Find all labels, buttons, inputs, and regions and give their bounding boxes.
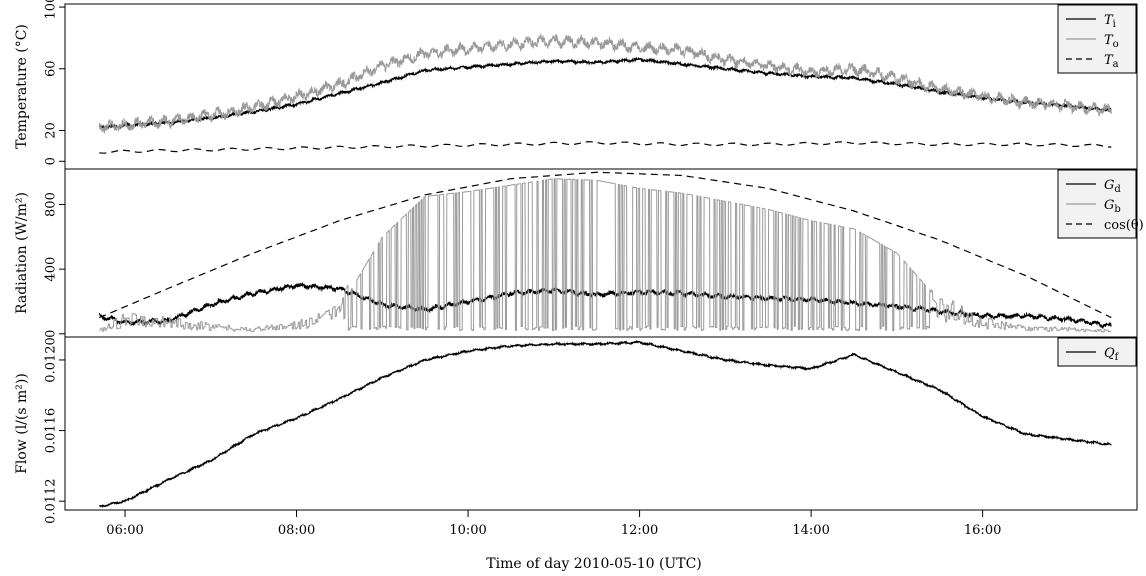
- panel-frame-0: [64, 3, 1138, 170]
- y-axis-label-1: Radiation (W/m²): [14, 192, 30, 314]
- legend-label-0-1: To: [1104, 33, 1119, 50]
- legend-label-0-2: Ta: [1104, 53, 1119, 70]
- x-tick-label-3: 12:00: [621, 523, 658, 538]
- y-tick-label-2-0: 0.0112: [44, 478, 59, 524]
- y-tick-label-0-1: 20: [44, 122, 59, 139]
- legend-label-2-0: Qf: [1104, 346, 1120, 363]
- y-tick-label-1-1: 400: [44, 257, 59, 282]
- legend-label-1-2: cos(θ): [1104, 218, 1144, 233]
- y-tick-label-0-0: 0: [44, 157, 59, 165]
- y-tick-label-1-2: 800: [44, 192, 59, 217]
- x-axis-label: Time of day 2010-05-10 (UTC): [486, 556, 702, 572]
- y-axis-label-0: Temperature (°C): [14, 24, 30, 149]
- x-tick-label-0: 06:00: [106, 523, 143, 538]
- x-tick-label-2: 10:00: [449, 523, 486, 538]
- y-tick-label-2-2: 0.0120: [44, 337, 59, 383]
- x-tick-label-4: 14:00: [792, 523, 829, 538]
- series-line-1-0: [98, 281, 1112, 330]
- y-tick-label-2-1: 0.0116: [44, 408, 59, 454]
- legend-label-1-0: Gd: [1104, 178, 1121, 195]
- series-line-0-1: [99, 32, 1112, 134]
- series-line-0-0: [98, 56, 1112, 131]
- series-line-1-2: [99, 171, 1112, 319]
- panel-frame-2: [64, 336, 1138, 511]
- series-line-1-1: [99, 178, 1112, 333]
- y-tick-label-1-0: 0: [44, 330, 59, 338]
- y-tick-label-0-2: 60: [44, 60, 59, 77]
- series-line-0-2: [99, 141, 1112, 154]
- x-tick-label-5: 16:00: [964, 523, 1001, 538]
- x-tick-label-1: 08:00: [278, 523, 315, 538]
- series-line-2-0: [99, 340, 1112, 508]
- legend-label-1-1: Gb: [1104, 198, 1121, 215]
- panel-frame-1: [64, 168, 1138, 338]
- legend-label-0-0: Ti: [1104, 13, 1116, 30]
- y-axis-label-2: Flow (l/(s m²)): [14, 373, 30, 474]
- y-tick-label-0-3: 100: [44, 0, 59, 19]
